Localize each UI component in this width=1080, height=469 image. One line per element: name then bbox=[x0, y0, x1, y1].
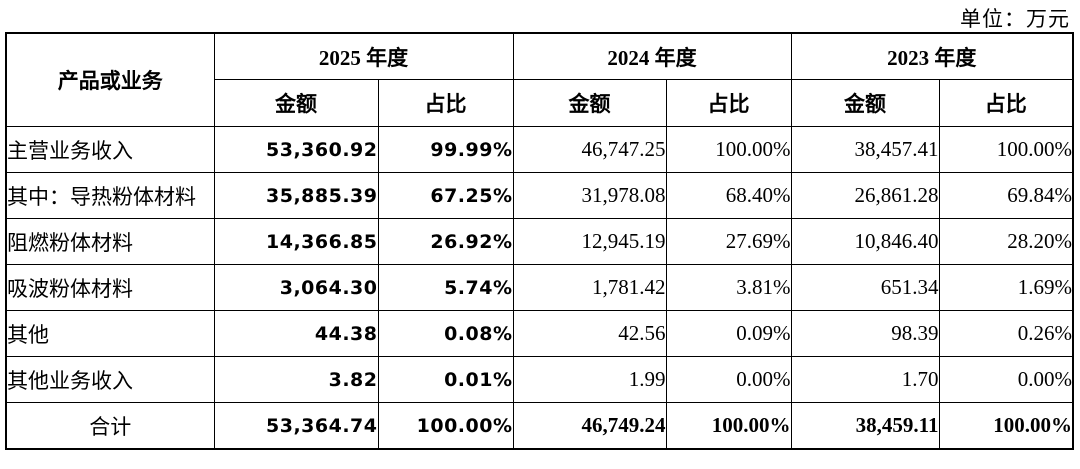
column-header-ratio-2025: 占比 bbox=[377, 79, 514, 127]
cell-amount-2023: 38,457.41 bbox=[790, 126, 940, 173]
cell-amount-2024: 1,781.42 bbox=[512, 264, 667, 311]
row-label: 其他业务收入 bbox=[5, 356, 215, 403]
row-label: 其中：导热粉体材料 bbox=[5, 172, 215, 219]
cell-ratio-2024: 3.81% bbox=[665, 264, 792, 311]
cell-amount-2025: 14,366.85 bbox=[213, 218, 379, 265]
cell-amount-2025: 53,360.92 bbox=[213, 126, 379, 173]
cell-amount-2023: 26,861.28 bbox=[790, 172, 940, 219]
cell-ratio-2025: 0.01% bbox=[377, 356, 514, 403]
cell-amount-2023: 98.39 bbox=[790, 310, 940, 357]
column-header-product: 产品或业务 bbox=[5, 32, 215, 127]
table-row: 其中：导热粉体材料 35,885.39 67.25% 31,978.08 68.… bbox=[5, 172, 1074, 219]
column-header-amount-2023: 金额 bbox=[790, 79, 940, 127]
table-header-years: 产品或业务 2025 年度 2024 年度 2023 年度 bbox=[5, 32, 1074, 127]
cell-amount-2024: 42.56 bbox=[512, 310, 667, 357]
cell-amount-2025: 3.82 bbox=[213, 356, 379, 403]
column-header-year-2024: 2024 年度 bbox=[512, 32, 792, 80]
cell-amount-2023: 1.70 bbox=[790, 356, 940, 403]
cell-amount-2023: 38,459.11 bbox=[790, 402, 940, 450]
cell-amount-2025: 53,364.74 bbox=[213, 402, 379, 450]
table-row: 吸波粉体材料 3,064.30 5.74% 1,781.42 3.81% 651… bbox=[5, 264, 1074, 311]
cell-ratio-2025: 99.99% bbox=[377, 126, 514, 173]
cell-ratio-2024: 68.40% bbox=[665, 172, 792, 219]
table-row: 其他 44.38 0.08% 42.56 0.09% 98.39 0.26% bbox=[5, 310, 1074, 357]
total-row-label: 合计 bbox=[5, 402, 215, 450]
cell-ratio-2023: 100.00% bbox=[938, 402, 1074, 450]
cell-ratio-2023: 100.00% bbox=[938, 126, 1074, 173]
cell-ratio-2025: 67.25% bbox=[377, 172, 514, 219]
row-label: 其他 bbox=[5, 310, 215, 357]
cell-ratio-2025: 5.74% bbox=[377, 264, 514, 311]
cell-ratio-2024: 27.69% bbox=[665, 218, 792, 265]
cell-ratio-2025: 26.92% bbox=[377, 218, 514, 265]
cell-ratio-2024: 0.00% bbox=[665, 356, 792, 403]
row-label: 阻燃粉体材料 bbox=[5, 218, 215, 265]
table-row: 主营业务收入 53,360.92 99.99% 46,747.25 100.00… bbox=[5, 126, 1074, 173]
unit-label: 单位：万元 bbox=[960, 7, 1070, 31]
cell-ratio-2024: 100.00% bbox=[665, 402, 792, 450]
column-header-ratio-2023: 占比 bbox=[938, 79, 1074, 127]
column-header-year-2023: 2023 年度 bbox=[790, 32, 1074, 80]
cell-ratio-2023: 0.26% bbox=[938, 310, 1074, 357]
table-row-total: 合计 53,364.74 100.00% 46,749.24 100.00% 3… bbox=[5, 402, 1074, 450]
column-header-amount-2024: 金额 bbox=[512, 79, 667, 127]
cell-amount-2025: 44.38 bbox=[213, 310, 379, 357]
column-header-ratio-2024: 占比 bbox=[665, 79, 792, 127]
row-label: 吸波粉体材料 bbox=[5, 264, 215, 311]
cell-amount-2024: 46,747.25 bbox=[512, 126, 667, 173]
cell-ratio-2023: 0.00% bbox=[938, 356, 1074, 403]
cell-amount-2024: 12,945.19 bbox=[512, 218, 667, 265]
cell-ratio-2023: 28.20% bbox=[938, 218, 1074, 265]
cell-amount-2024: 1.99 bbox=[512, 356, 667, 403]
row-label: 主营业务收入 bbox=[5, 126, 215, 173]
cell-amount-2023: 10,846.40 bbox=[790, 218, 940, 265]
cell-ratio-2024: 100.00% bbox=[665, 126, 792, 173]
table-row: 阻燃粉体材料 14,366.85 26.92% 12,945.19 27.69%… bbox=[5, 218, 1074, 265]
column-header-year-2025: 2025 年度 bbox=[213, 32, 514, 80]
cell-ratio-2023: 69.84% bbox=[938, 172, 1074, 219]
cell-amount-2024: 46,749.24 bbox=[512, 402, 667, 450]
revenue-by-product-table: 产品或业务 2025 年度 2024 年度 2023 年度 金额 占比 金额 占… bbox=[5, 32, 1074, 450]
cell-amount-2025: 3,064.30 bbox=[213, 264, 379, 311]
cell-ratio-2023: 1.69% bbox=[938, 264, 1074, 311]
table-row: 其他业务收入 3.82 0.01% 1.99 0.00% 1.70 0.00% bbox=[5, 356, 1074, 403]
column-header-amount-2025: 金额 bbox=[213, 79, 379, 127]
cell-amount-2023: 651.34 bbox=[790, 264, 940, 311]
cell-ratio-2024: 0.09% bbox=[665, 310, 792, 357]
cell-amount-2025: 35,885.39 bbox=[213, 172, 379, 219]
cell-ratio-2025: 100.00% bbox=[377, 402, 514, 450]
cell-amount-2024: 31,978.08 bbox=[512, 172, 667, 219]
cell-ratio-2025: 0.08% bbox=[377, 310, 514, 357]
